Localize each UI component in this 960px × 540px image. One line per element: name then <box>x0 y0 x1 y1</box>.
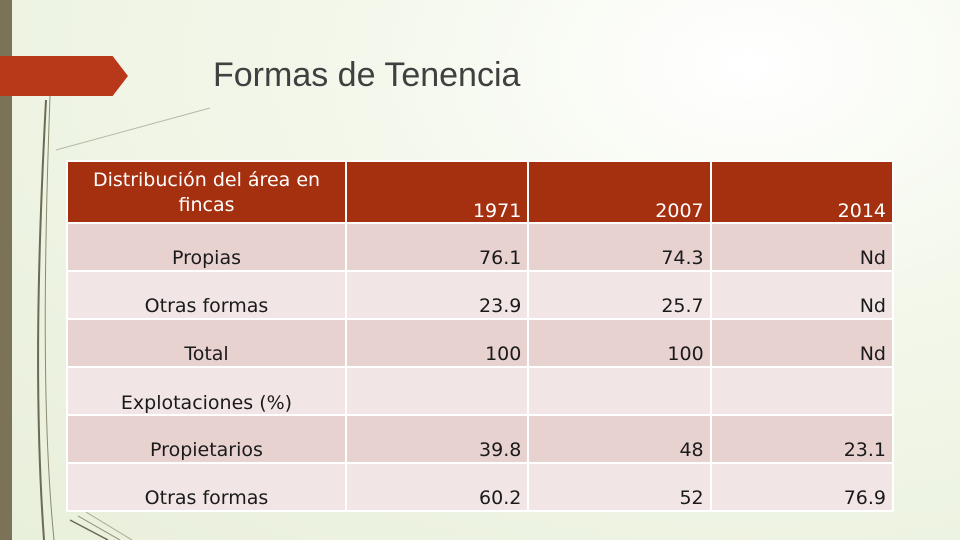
table-row: Total 100 100 Nd <box>66 318 895 368</box>
table-row: Propietarios 39.8 48 23.1 <box>66 414 895 464</box>
cell-value <box>344 366 530 416</box>
row-label: Otras formas <box>66 462 347 512</box>
cell-value: 23.1 <box>709 414 895 464</box>
row-label: Propietarios <box>66 414 347 464</box>
cell-value: Nd <box>709 270 895 320</box>
cell-value: 23.9 <box>344 270 530 320</box>
header-year: 2014 <box>709 160 895 224</box>
table-row: Otras formas 23.9 25.7 Nd <box>66 270 895 320</box>
header-label: Distribución del área en fincas <box>66 160 347 224</box>
slide-title: Formas de Tenencia <box>213 56 521 94</box>
cell-value <box>709 366 895 416</box>
table-section-row: Explotaciones (%) <box>66 366 895 416</box>
row-label: Otras formas <box>66 270 347 320</box>
cell-value: 39.8 <box>344 414 530 464</box>
left-border-bar <box>0 0 12 540</box>
cell-value: 100 <box>344 318 530 368</box>
cell-value: 60.2 <box>344 462 530 512</box>
cell-value: 76.1 <box>344 222 530 272</box>
header-year: 2007 <box>527 160 712 224</box>
cell-value: 48 <box>527 414 712 464</box>
cell-value <box>527 366 712 416</box>
title-accent-arrow <box>0 56 128 96</box>
table-row: Otras formas 60.2 52 76.9 <box>66 462 895 512</box>
cell-value: 74.3 <box>527 222 712 272</box>
row-label: Propias <box>66 222 347 272</box>
cell-value: 76.9 <box>709 462 895 512</box>
tenure-table: Distribución del área en fincas 1971 200… <box>66 160 895 512</box>
cell-value: 52 <box>527 462 712 512</box>
cell-value: Nd <box>709 318 895 368</box>
table-header-row: Distribución del área en fincas 1971 200… <box>66 160 895 224</box>
cell-value: 25.7 <box>527 270 712 320</box>
decorative-lines <box>37 95 211 540</box>
table-row: Propias 76.1 74.3 Nd <box>66 222 895 272</box>
cell-value: Nd <box>709 222 895 272</box>
cell-value: 100 <box>527 318 712 368</box>
row-label: Total <box>66 318 347 368</box>
header-year: 1971 <box>344 160 530 224</box>
section-label: Explotaciones (%) <box>66 366 347 416</box>
